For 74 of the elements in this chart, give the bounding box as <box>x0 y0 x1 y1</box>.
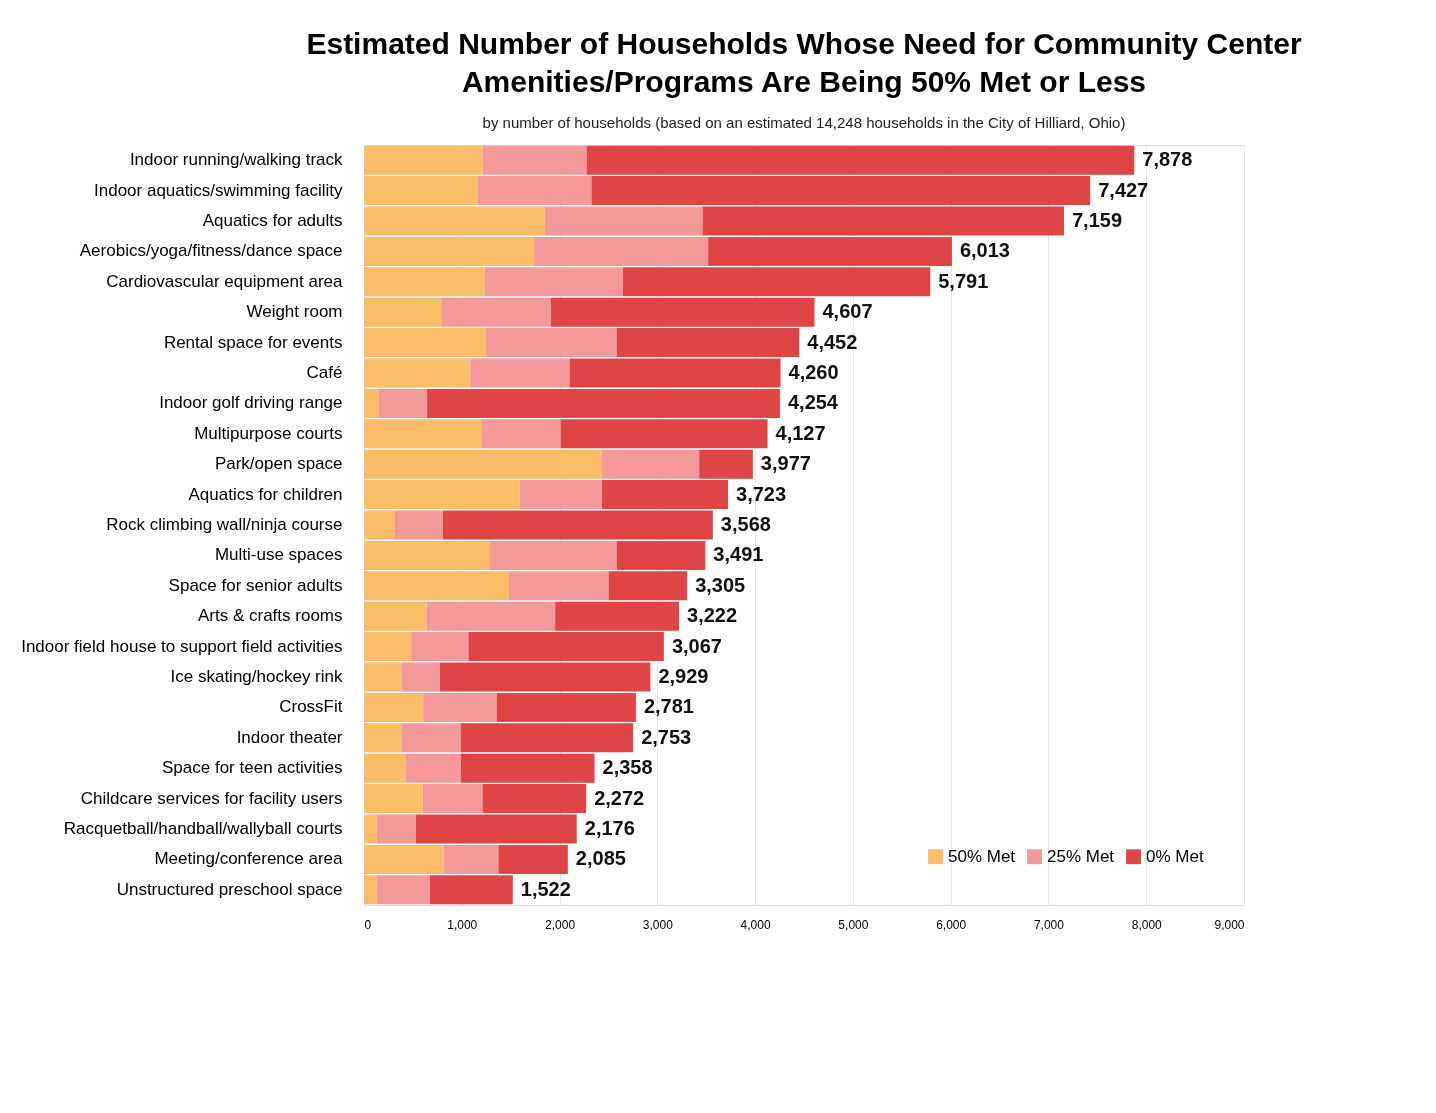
y-tick-label: Space for teen activities <box>162 758 343 778</box>
y-tick-label: Aquatics for adults <box>202 211 343 230</box>
y-tick-label: Indoor field house to support field activities <box>21 636 343 656</box>
bar <box>394 510 443 540</box>
total-label: 2,272 <box>594 786 645 809</box>
y-tick-label: Multipurpose courts <box>194 423 343 443</box>
total-label: 3,568 <box>720 513 771 535</box>
total-label: 2,358 <box>602 756 653 779</box>
total-label: 7,427 <box>1098 178 1149 201</box>
y-tick-label: Multi-use spaces <box>214 545 343 565</box>
bar <box>519 480 602 510</box>
legend-label: 50% Met <box>948 846 1016 866</box>
total-label: 2,781 <box>643 695 694 718</box>
bar <box>443 844 499 874</box>
y-tick-label: CrossFit <box>279 697 343 717</box>
y-tick-label: Indoor golf driving range <box>159 393 343 413</box>
total-label: 6,013 <box>959 239 1010 262</box>
total-label: 7,878 <box>1142 148 1193 171</box>
bar <box>481 419 561 449</box>
y-tick-label: Ice skating/hockey rink <box>170 667 343 686</box>
y-tick-label: Cardiovascular equipment area <box>106 271 344 291</box>
legend-label: 0% Met <box>1146 846 1204 866</box>
y-tick-label: Indoor running/walking track <box>129 150 343 170</box>
y-tick-label: Rental space for events <box>163 332 343 352</box>
y-tick-label: Aquatics for children <box>188 484 343 504</box>
y-tick-label: Park/open space <box>214 454 343 474</box>
total-label: 3,305 <box>695 573 746 596</box>
total-label: 3,491 <box>713 543 764 566</box>
y-tick-label: Weight room <box>246 302 343 322</box>
y-tick-label: Unstructured preschool space <box>116 879 343 899</box>
x-tick-label: 1,000 <box>447 917 478 932</box>
x-tick-label: 5,000 <box>838 917 869 932</box>
y-tick-label: Café <box>306 363 343 382</box>
total-label: 7,159 <box>1071 209 1123 231</box>
y-tick-label: Childcare services for facility users <box>80 788 343 808</box>
x-tick-label: 8,000 <box>1131 917 1163 932</box>
x-tick-label: 7,000 <box>1033 917 1065 932</box>
y-tick-label: Rock climbing wall/ninja course <box>106 515 343 534</box>
y-tick-label: Indoor theater <box>236 727 343 747</box>
y-tick-label: Meeting/conference area <box>154 849 344 869</box>
chart-title: Estimated Number of Households Whose Need for Community Center Amenities/Programs Are Being 50% Met or Less <box>306 27 1302 98</box>
x-tick-label: 2,000 <box>545 917 576 932</box>
chart-subtitle: by number of households (based on an estimated 14,248 households in the City of Hilliard, Ohio) <box>482 114 1126 131</box>
total-label: 3,977 <box>760 452 811 475</box>
y-tick-label: Racquetball/handball/wallyball courts <box>63 819 343 838</box>
y-tick-label: Aerobics/yoga/fitness/dance space <box>79 241 343 261</box>
total-label: 3,067 <box>671 634 722 657</box>
total-label: 4,260 <box>788 361 839 383</box>
bar <box>470 358 570 388</box>
x-tick-label: 0 <box>364 917 372 932</box>
total-label: 4,607 <box>822 300 873 323</box>
legend-label: 25% Met <box>1047 846 1115 866</box>
total-label: 5,791 <box>938 269 989 292</box>
total-label: 2,929 <box>658 665 709 687</box>
y-tick-label: Indoor aquatics/swimming facility <box>94 180 343 200</box>
total-label: 2,085 <box>575 847 626 870</box>
bar <box>379 388 428 418</box>
total-label: 1,522 <box>520 877 571 900</box>
bar <box>376 814 416 844</box>
total-label: 3,723 <box>736 482 787 505</box>
y-tick-label: Arts & crafts rooms <box>197 606 343 626</box>
total-label: 2,176 <box>584 817 635 839</box>
x-tick-label: 6,000 <box>936 917 967 932</box>
bar <box>601 449 700 479</box>
total-label: 4,452 <box>807 330 858 353</box>
total-label: 3,222 <box>687 604 738 627</box>
bar <box>376 875 430 905</box>
total-label: 4,254 <box>787 391 839 414</box>
total-label: 2,753 <box>641 725 692 748</box>
x-tick-label: 3,000 <box>642 917 674 932</box>
total-label: 4,127 <box>775 421 826 444</box>
x-tick-label: 9,000 <box>1214 917 1245 932</box>
x-tick-label: 4,000 <box>740 917 771 932</box>
y-tick-label: Space for senior adults <box>168 575 343 595</box>
